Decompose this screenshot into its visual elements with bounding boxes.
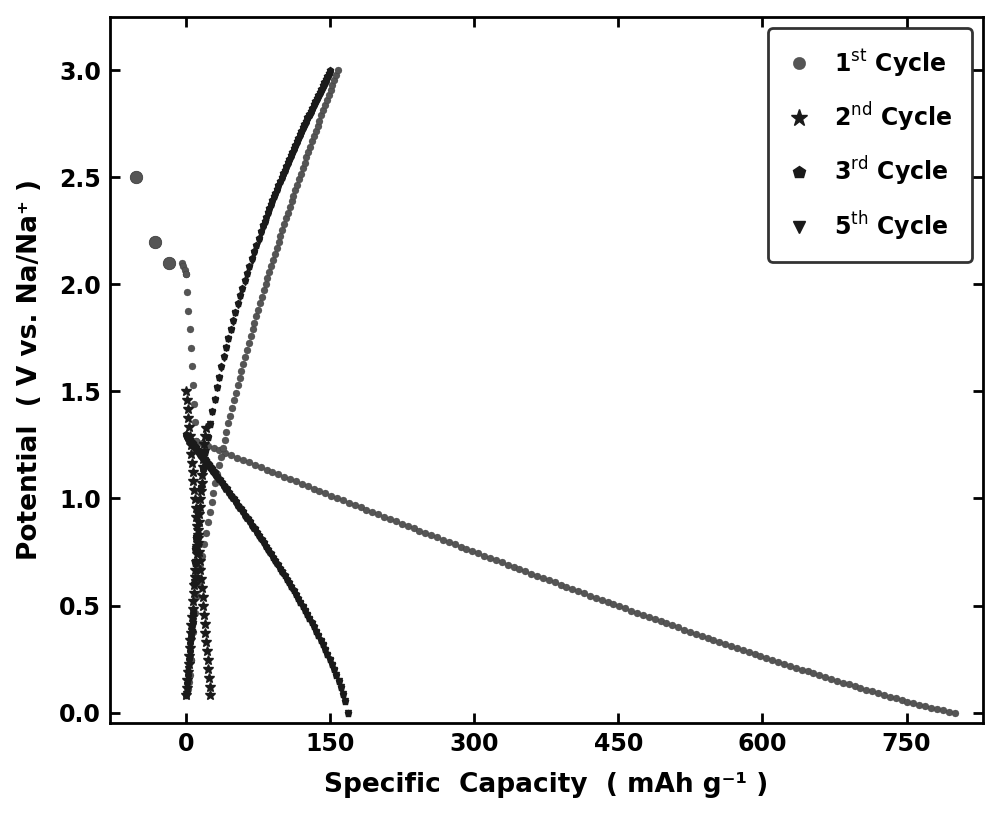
5$^{\rm th}$ Cycle (192, 449, 204, 459)
Y-axis label: Potential  ( V vs. Na/Na⁺ ): Potential ( V vs. Na/Na⁺ ) (17, 179, 43, 561)
3$^{\rm rd}$ Cycle (192, 445, 204, 455)
2$^{\rm nd}$ Cycle (194, 566, 206, 575)
2$^{\rm nd}$ Cycle (187, 476, 199, 486)
2$^{\rm nd}$ Cycle (194, 557, 206, 566)
Line: 2$^{\rm nd}$ Cycle: 2$^{\rm nd}$ Cycle (181, 386, 215, 700)
1$^{\rm st}$ Cycle (187, 380, 199, 390)
2$^{\rm nd}$ Cycle (189, 494, 201, 504)
2$^{\rm nd}$ Cycle (192, 530, 204, 540)
5$^{\rm th}$ Cycle (180, 434, 192, 443)
2$^{\rm nd}$ Cycle (202, 663, 214, 673)
1$^{\rm st}$ Cycle (707, 635, 719, 645)
2$^{\rm nd}$ Cycle (202, 654, 214, 664)
5$^{\rm th}$ Cycle (342, 707, 354, 717)
Legend: 1$^{\rm st}$ Cycle, 2$^{\rm nd}$ Cycle, 3$^{\rm rd}$ Cycle, 5$^{\rm th}$ Cycle: 1$^{\rm st}$ Cycle, 2$^{\rm nd}$ Cycle, … (768, 29, 972, 262)
2$^{\rm nd}$ Cycle (196, 584, 208, 593)
2$^{\rm nd}$ Cycle (190, 512, 202, 522)
1$^{\rm st}$ Cycle (784, 661, 796, 671)
2$^{\rm nd}$ Cycle (190, 503, 202, 513)
5$^{\rm th}$ Cycle (308, 623, 320, 632)
3$^{\rm rd}$ Cycle (333, 676, 345, 685)
2$^{\rm nd}$ Cycle (184, 431, 196, 441)
2$^{\rm nd}$ Cycle (188, 485, 200, 495)
X-axis label: Specific  Capacity  ( mAh g⁻¹ ): Specific Capacity ( mAh g⁻¹ ) (324, 773, 769, 799)
1$^{\rm st}$ Cycle (796, 664, 808, 674)
2$^{\rm nd}$ Cycle (201, 645, 213, 655)
1$^{\rm st}$ Cycle (949, 707, 961, 717)
3$^{\rm rd}$ Cycle (312, 630, 324, 640)
1$^{\rm st}$ Cycle (176, 258, 188, 268)
2$^{\rm nd}$ Cycle (197, 593, 209, 602)
3$^{\rm rd}$ Cycle (180, 430, 192, 439)
2$^{\rm nd}$ Cycle (182, 404, 194, 414)
3$^{\rm rd}$ Cycle (207, 465, 219, 474)
2$^{\rm nd}$ Cycle (185, 440, 197, 450)
2$^{\rm nd}$ Cycle (204, 681, 216, 691)
2$^{\rm nd}$ Cycle (198, 610, 210, 620)
2$^{\rm nd}$ Cycle (182, 413, 194, 423)
1$^{\rm st}$ Cycle (231, 452, 243, 462)
2$^{\rm nd}$ Cycle (197, 601, 209, 611)
3$^{\rm rd}$ Cycle (281, 574, 293, 584)
2$^{\rm nd}$ Cycle (180, 386, 192, 396)
Line: 3$^{\rm rd}$ Cycle: 3$^{\rm rd}$ Cycle (183, 431, 351, 716)
2$^{\rm nd}$ Cycle (185, 449, 197, 459)
3$^{\rm rd}$ Cycle (342, 707, 354, 717)
1$^{\rm st}$ Cycle (366, 507, 378, 517)
2$^{\rm nd}$ Cycle (193, 548, 205, 557)
5$^{\rm th}$ Cycle (281, 576, 293, 586)
2$^{\rm nd}$ Cycle (181, 395, 193, 405)
2$^{\rm nd}$ Cycle (192, 539, 204, 548)
2$^{\rm nd}$ Cycle (186, 458, 198, 468)
Line: 5$^{\rm th}$ Cycle: 5$^{\rm th}$ Cycle (183, 435, 351, 716)
5$^{\rm th}$ Cycle (333, 676, 345, 686)
2$^{\rm nd}$ Cycle (203, 672, 215, 682)
3$^{\rm rd}$ Cycle (308, 622, 320, 632)
2$^{\rm nd}$ Cycle (199, 619, 211, 629)
2$^{\rm nd}$ Cycle (187, 467, 199, 477)
Line: 1$^{\rm st}$ Cycle: 1$^{\rm st}$ Cycle (178, 259, 958, 716)
2$^{\rm nd}$ Cycle (200, 637, 212, 647)
2$^{\rm nd}$ Cycle (191, 521, 203, 531)
5$^{\rm th}$ Cycle (312, 632, 324, 641)
2$^{\rm nd}$ Cycle (204, 690, 216, 700)
2$^{\rm nd}$ Cycle (183, 422, 195, 432)
2$^{\rm nd}$ Cycle (199, 628, 211, 638)
2$^{\rm nd}$ Cycle (195, 575, 207, 584)
5$^{\rm th}$ Cycle (207, 469, 219, 478)
